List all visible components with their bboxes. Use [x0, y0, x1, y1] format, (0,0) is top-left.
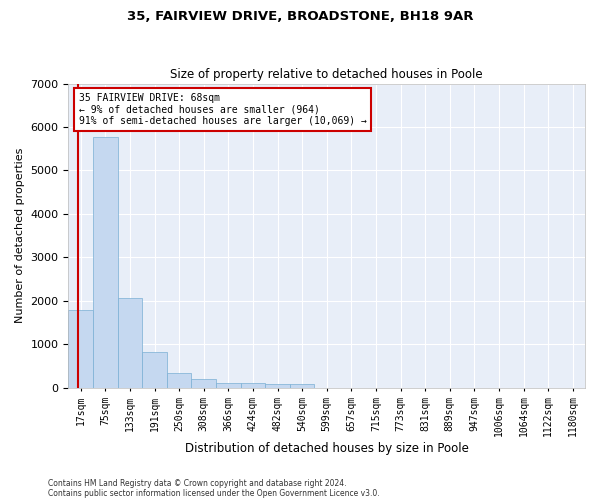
Bar	[167, 373, 191, 388]
Bar	[265, 384, 290, 388]
Title: Size of property relative to detached houses in Poole: Size of property relative to detached ho…	[170, 68, 483, 81]
Bar	[68, 310, 93, 388]
Bar	[93, 136, 118, 388]
Bar	[191, 380, 216, 388]
Bar	[118, 298, 142, 388]
Text: 35 FAIRVIEW DRIVE: 68sqm
← 9% of detached houses are smaller (964)
91% of semi-d: 35 FAIRVIEW DRIVE: 68sqm ← 9% of detache…	[79, 92, 367, 126]
X-axis label: Distribution of detached houses by size in Poole: Distribution of detached houses by size …	[185, 442, 469, 455]
Bar	[142, 352, 167, 388]
Text: Contains HM Land Registry data © Crown copyright and database right 2024.: Contains HM Land Registry data © Crown c…	[48, 478, 347, 488]
Bar	[216, 382, 241, 388]
Y-axis label: Number of detached properties: Number of detached properties	[15, 148, 25, 324]
Text: Contains public sector information licensed under the Open Government Licence v3: Contains public sector information licen…	[48, 488, 380, 498]
Text: 35, FAIRVIEW DRIVE, BROADSTONE, BH18 9AR: 35, FAIRVIEW DRIVE, BROADSTONE, BH18 9AR	[127, 10, 473, 23]
Bar	[241, 383, 265, 388]
Bar	[290, 384, 314, 388]
